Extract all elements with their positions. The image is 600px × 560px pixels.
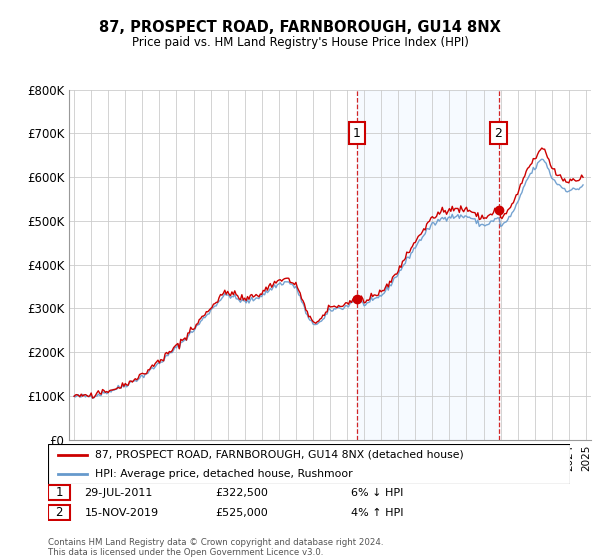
Text: 1: 1 bbox=[55, 486, 63, 500]
Text: Contains HM Land Registry data © Crown copyright and database right 2024.
This d: Contains HM Land Registry data © Crown c… bbox=[48, 538, 383, 557]
Text: Price paid vs. HM Land Registry's House Price Index (HPI): Price paid vs. HM Land Registry's House … bbox=[131, 36, 469, 49]
Text: 1: 1 bbox=[353, 127, 361, 140]
Text: 6% ↓ HPI: 6% ↓ HPI bbox=[351, 488, 403, 498]
Bar bbox=[48, 505, 70, 520]
Text: £525,000: £525,000 bbox=[215, 508, 268, 518]
Text: £322,500: £322,500 bbox=[215, 488, 268, 498]
Text: 87, PROSPECT ROAD, FARNBOROUGH, GU14 8NX: 87, PROSPECT ROAD, FARNBOROUGH, GU14 8NX bbox=[99, 20, 501, 35]
Text: 2: 2 bbox=[55, 506, 63, 519]
Text: 15-NOV-2019: 15-NOV-2019 bbox=[85, 508, 158, 518]
Text: 4% ↑ HPI: 4% ↑ HPI bbox=[351, 508, 403, 518]
Text: 87, PROSPECT ROAD, FARNBOROUGH, GU14 8NX (detached house): 87, PROSPECT ROAD, FARNBOROUGH, GU14 8NX… bbox=[95, 450, 464, 460]
Text: 29-JUL-2011: 29-JUL-2011 bbox=[85, 488, 153, 498]
Bar bbox=[48, 485, 70, 501]
Text: HPI: Average price, detached house, Rushmoor: HPI: Average price, detached house, Rush… bbox=[95, 469, 353, 479]
Bar bbox=[357, 90, 499, 440]
Text: 2: 2 bbox=[494, 127, 502, 140]
